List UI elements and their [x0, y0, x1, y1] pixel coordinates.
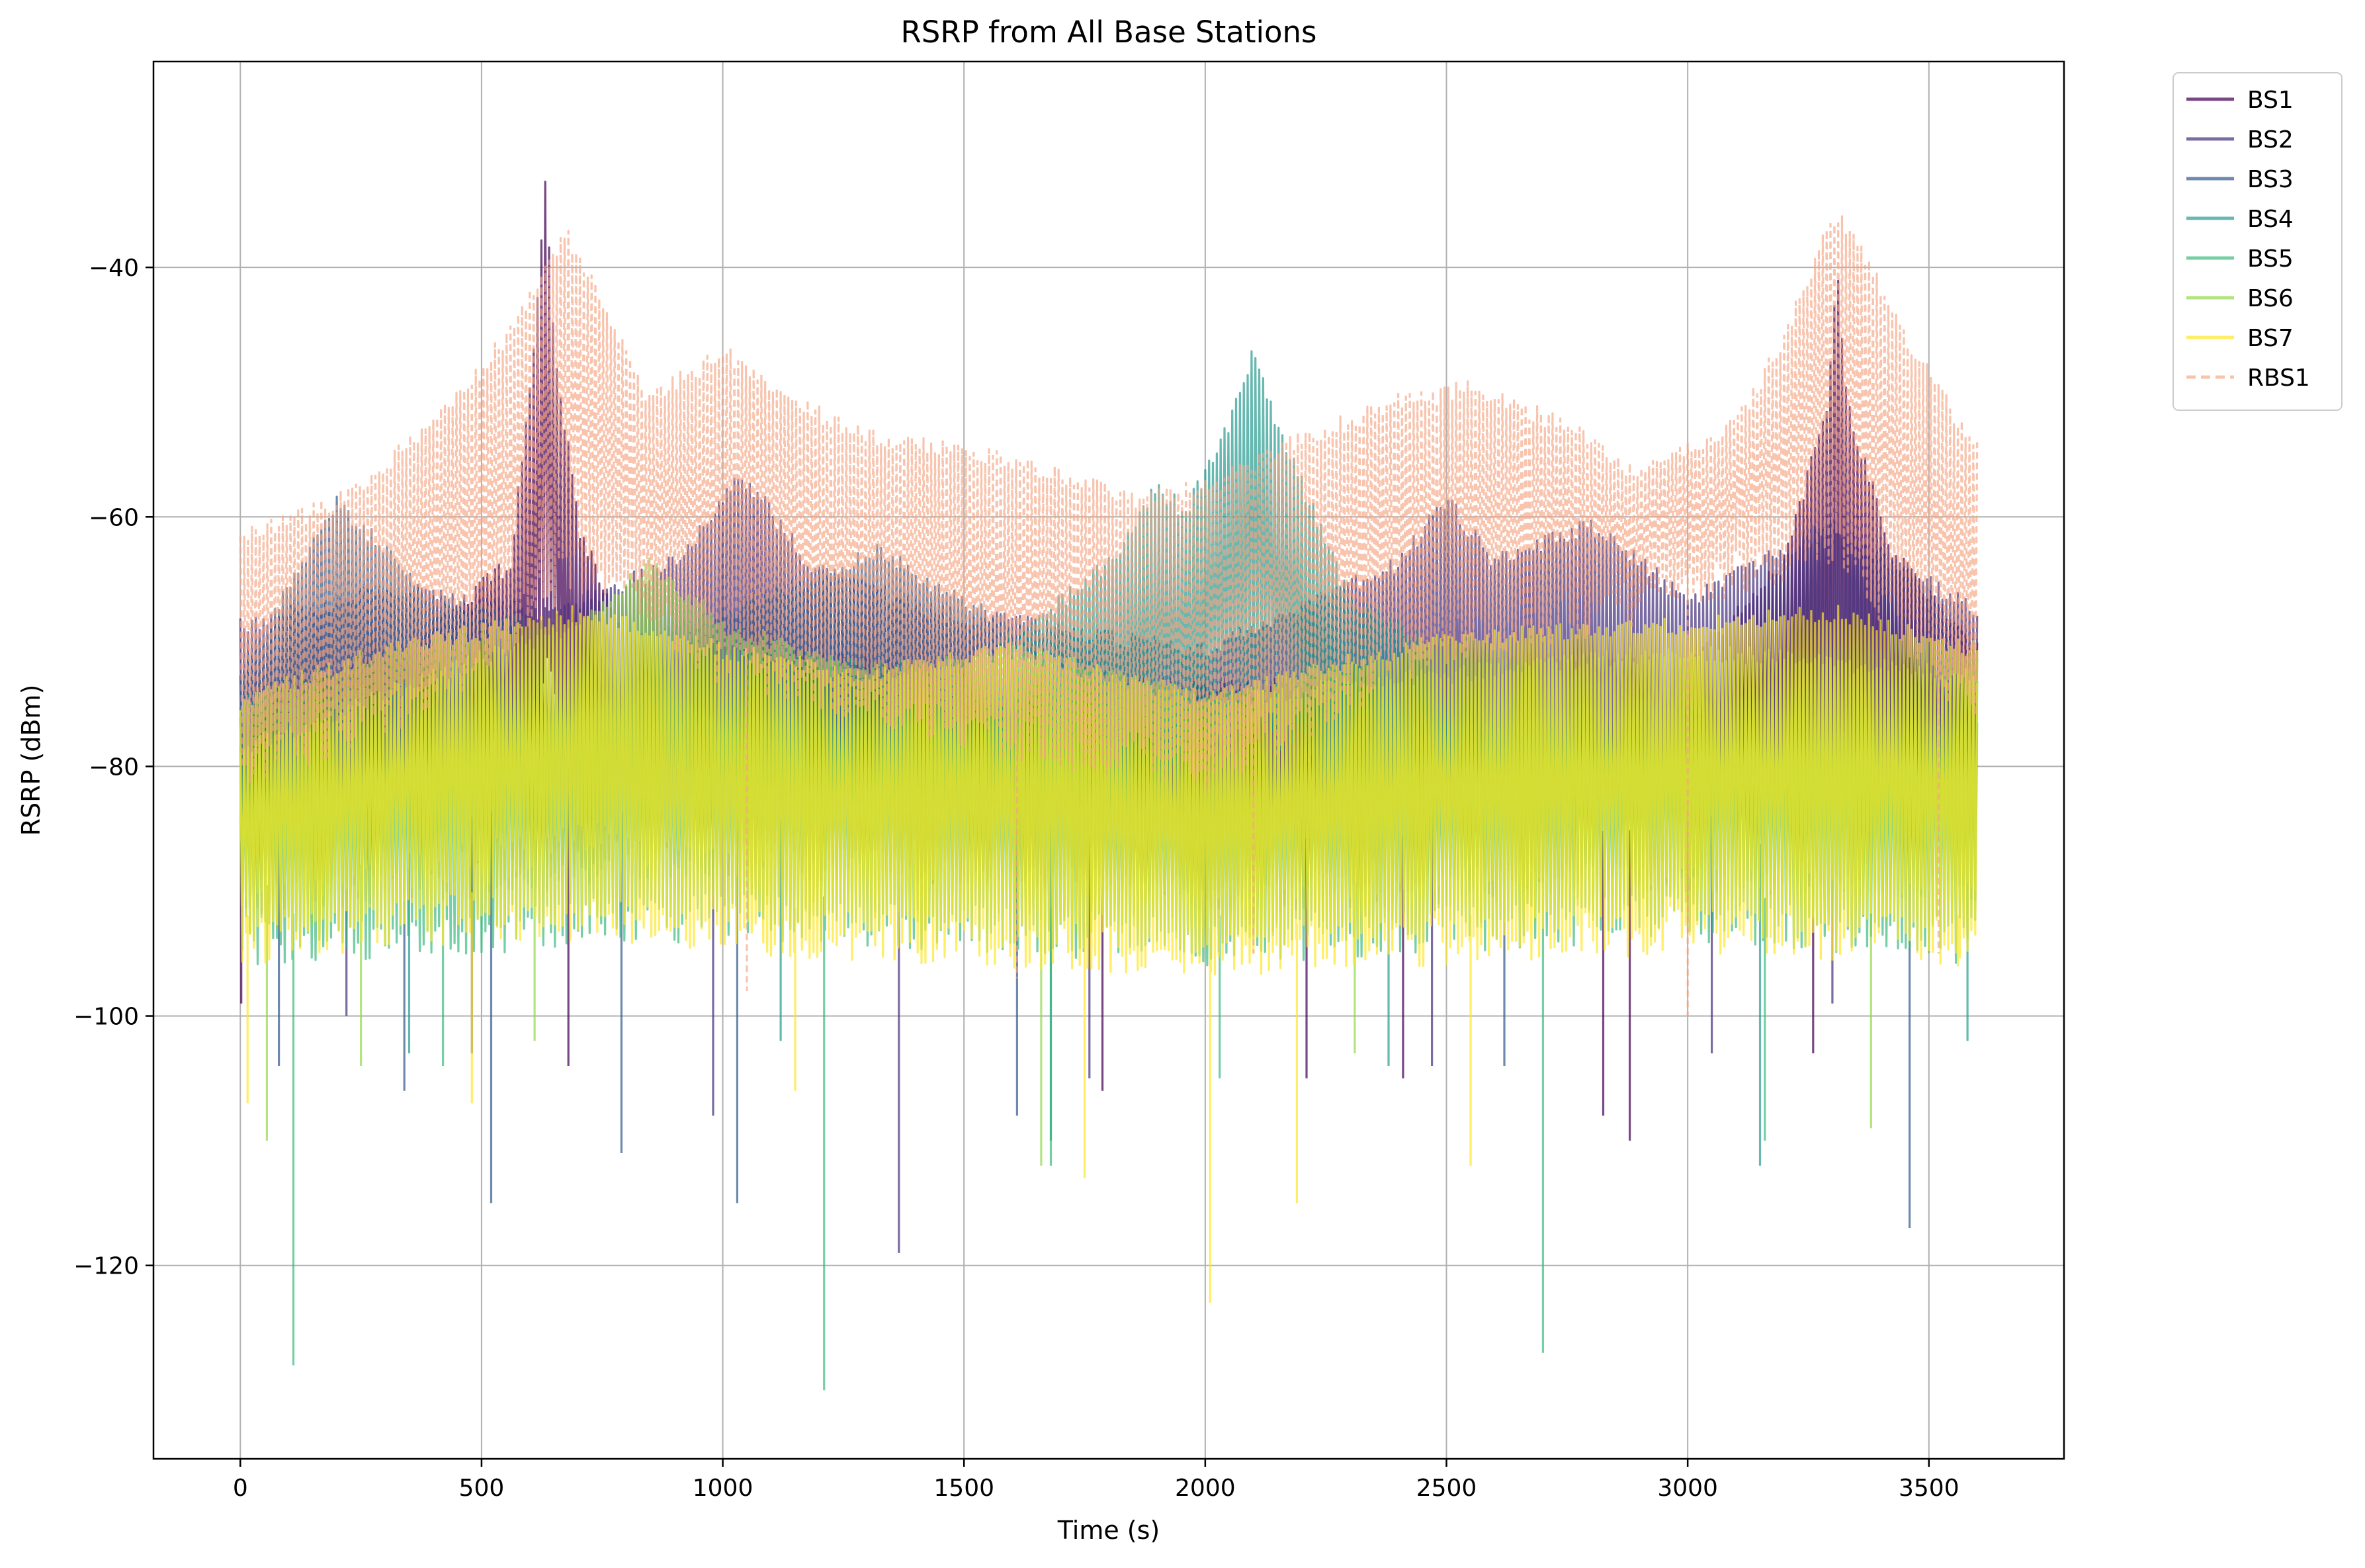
legend-label-bs2: BS2	[2247, 126, 2294, 153]
series-line-bs7	[239, 605, 1979, 1303]
legend-label-bs6: BS6	[2247, 285, 2294, 312]
legend-label-rbs1: RBS1	[2247, 365, 2310, 392]
x-tick-label: 3000	[1657, 1475, 1718, 1502]
y-axis-label: RSRP (dBm)	[17, 685, 46, 836]
y-tick-label: −80	[89, 754, 139, 781]
legend: BS1 BS2 BS3 BS4 BS5 BS6 BS7 RBS1	[2172, 72, 2343, 411]
x-tick-label: 0	[233, 1475, 248, 1502]
x-axis-label: Time (s)	[1057, 1516, 1160, 1545]
legend-box	[2172, 72, 2343, 411]
axis-ticks: 0 500 1000 1500 2000 2500 3000 3500 −120 −100 −80 −…	[73, 255, 1959, 1502]
series-line-rbs1	[239, 215, 1979, 1016]
x-tick-label: 2500	[1416, 1475, 1477, 1502]
legend-label-bs5: BS5	[2247, 245, 2294, 273]
legend-label-bs7: BS7	[2247, 325, 2294, 352]
x-tick-label: 2000	[1175, 1475, 1236, 1502]
y-tick-label: −40	[89, 255, 139, 282]
y-tick-label: −120	[73, 1253, 139, 1280]
axes-frame	[152, 60, 2065, 1460]
legend-label-bs3: BS3	[2247, 166, 2294, 193]
legend-label-bs4: BS4	[2247, 206, 2294, 233]
y-tick-label: −100	[73, 1004, 139, 1031]
plot-area	[239, 181, 1979, 1391]
chart-title: RSRP from All Base Stations	[901, 15, 1317, 50]
legend-label-bs1: BS1	[2247, 87, 2294, 114]
y-tick-label: −60	[89, 504, 139, 531]
x-tick-label: 1000	[693, 1475, 753, 1502]
x-tick-label: 3500	[1899, 1475, 1959, 1502]
series-line-bs6	[239, 557, 1979, 1166]
x-tick-label: 500	[459, 1475, 505, 1502]
x-tick-label: 1500	[933, 1475, 994, 1502]
